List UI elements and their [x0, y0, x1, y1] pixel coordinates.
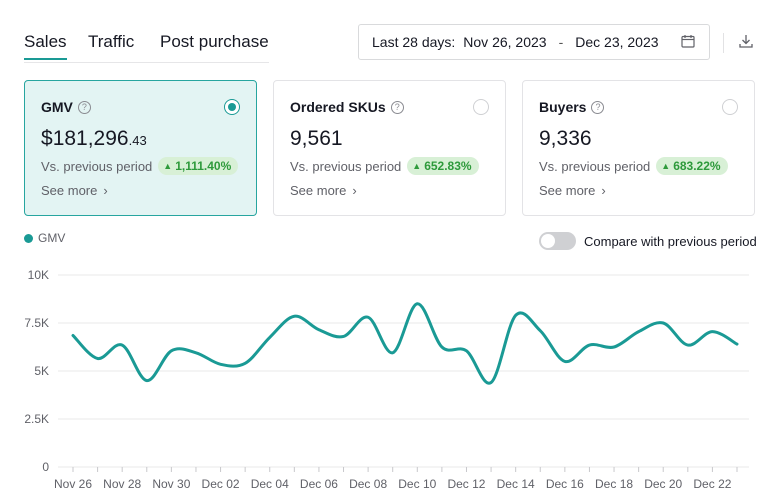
legend-swatch [24, 233, 33, 243]
vs-label: Vs. previous period [290, 158, 402, 174]
tab-divider [24, 62, 269, 63]
card-radio[interactable] [473, 99, 489, 115]
help-icon[interactable]: ? [77, 100, 91, 114]
change-badge: ▲ 1,111.40% [158, 157, 239, 175]
gmv-line-chart: 0 2.5K 5K 7.5K 10K Nov 26 Nov 28 Nov 30 Dec 02 De… [24, 268, 749, 491]
see-more-label: See more [290, 183, 347, 198]
card-radio[interactable] [722, 99, 738, 115]
comparison-row: Vs. previous period ▲ 652.83% [290, 157, 479, 175]
change-badge: ▲ 652.83% [407, 157, 479, 175]
calendar-icon [681, 35, 695, 48]
x-tick-label: Dec 16 [546, 477, 584, 491]
tab-sales[interactable]: Sales [24, 32, 67, 60]
chart-legend: GMV [24, 231, 65, 245]
compare-toggle[interactable] [539, 232, 576, 250]
card-title-label: Buyers [539, 99, 587, 115]
see-more-link[interactable]: See more › [539, 183, 606, 198]
chevron-right-icon: › [601, 183, 606, 198]
x-tick-label: Nov 26 [54, 477, 92, 491]
download-icon[interactable] [738, 33, 754, 49]
change-value: 1,111.40% [175, 159, 232, 173]
metric-value: $181,296.43 [41, 127, 147, 151]
metric-card-gmv[interactable]: GMV ? $181,296.43 Vs. previous period ▲ 1… [24, 80, 257, 216]
x-tick-label: Dec 22 [693, 477, 731, 491]
change-value: 683.22% [673, 159, 721, 173]
x-tick-label: Dec 06 [300, 477, 338, 491]
vs-label: Vs. previous period [41, 158, 153, 174]
change-badge: ▲ 683.22% [656, 157, 728, 175]
arrow-up-icon: ▲ [412, 161, 422, 171]
compare-label: Compare with previous period [584, 233, 757, 249]
date-range-end: Dec 23, 2023 [575, 34, 659, 50]
compare-toggle-row: Compare with previous period [539, 232, 757, 250]
see-more-label: See more [41, 183, 98, 198]
metric-card-ordered-skus[interactable]: Ordered SKUs ? 9,561 Vs. previous period… [273, 80, 506, 216]
comparison-row: Vs. previous period ▲ 683.22% [539, 157, 728, 175]
y-tick-label: 0 [42, 460, 49, 474]
see-more-link[interactable]: See more › [41, 183, 108, 198]
card-radio[interactable] [224, 99, 240, 115]
card-title: Ordered SKUs ? [290, 99, 404, 115]
see-more-link[interactable]: See more › [290, 183, 357, 198]
x-tick-label: Dec 20 [644, 477, 682, 491]
x-tick-label: Dec 04 [251, 477, 289, 491]
metric-value: 9,336 [539, 127, 592, 151]
help-icon[interactable]: ? [591, 100, 605, 114]
chevron-right-icon: › [103, 183, 108, 198]
date-range-start: Nov 26, 2023 [463, 34, 547, 50]
value-main: 181,296 [52, 127, 129, 150]
date-range-picker[interactable]: Last 28 days: Nov 26, 2023 - Dec 23, 202… [358, 24, 710, 60]
card-title-label: GMV [41, 99, 73, 115]
y-tick-label: 5K [34, 364, 49, 378]
arrow-up-icon: ▲ [163, 161, 173, 171]
help-icon[interactable]: ? [390, 100, 404, 114]
see-more-label: See more [539, 183, 596, 198]
y-tick-label: 2.5K [24, 412, 49, 426]
x-tick-label: Dec 08 [349, 477, 387, 491]
tab-bar: Sales Traffic Post purchase [24, 0, 269, 64]
y-tick-label: 7.5K [24, 316, 49, 330]
card-title: GMV ? [41, 99, 91, 115]
x-tick-label: Dec 10 [398, 477, 436, 491]
chevron-right-icon: › [352, 183, 357, 198]
series-line-gmv [71, 302, 739, 385]
vs-label: Vs. previous period [539, 158, 651, 174]
x-tick-label: Nov 28 [103, 477, 141, 491]
y-tick-label: 10K [28, 268, 49, 282]
value-main: 9,561 [290, 127, 343, 150]
card-title: Buyers ? [539, 99, 605, 115]
change-value: 652.83% [424, 159, 472, 173]
toolbar-divider [723, 33, 724, 53]
value-main: 9,336 [539, 127, 592, 150]
metric-value: 9,561 [290, 127, 343, 151]
legend-label: GMV [38, 231, 66, 245]
metric-card-buyers[interactable]: Buyers ? 9,336 Vs. previous period ▲ 683.… [522, 80, 755, 216]
x-tick-label: Dec 18 [595, 477, 633, 491]
currency-symbol: $ [41, 127, 53, 150]
x-tick-label: Dec 02 [202, 477, 240, 491]
comparison-row: Vs. previous period ▲ 1,111.40% [41, 157, 239, 175]
x-tick-label: Dec 12 [447, 477, 485, 491]
date-range-prefix: Last 28 days: [372, 34, 456, 50]
date-range-separator: - [558, 34, 564, 50]
tab-post-purchase[interactable]: Post purchase [160, 32, 269, 51]
value-decimals: .43 [128, 133, 147, 148]
x-tick-label: Dec 14 [497, 477, 535, 491]
arrow-up-icon: ▲ [661, 161, 671, 171]
tab-traffic[interactable]: Traffic [88, 32, 135, 51]
x-tick-label: Nov 30 [152, 477, 190, 491]
card-title-label: Ordered SKUs [290, 99, 386, 115]
